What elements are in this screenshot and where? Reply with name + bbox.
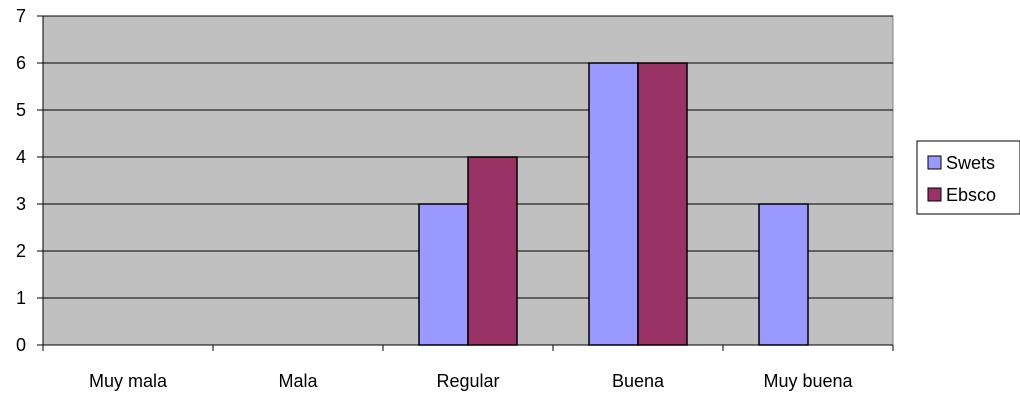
x-tick-label: Buena <box>612 371 665 391</box>
y-tick-label: 2 <box>16 241 26 261</box>
bar-swets-2 <box>418 203 469 346</box>
axes <box>42 16 893 346</box>
y-tick-label: 4 <box>16 147 26 167</box>
y-tick-label: 5 <box>16 100 26 120</box>
x-tick-label: Regular <box>436 371 499 391</box>
legend-box <box>916 140 1020 215</box>
legend-label-swets: Swets <box>946 153 995 173</box>
x-tick-label: Mala <box>278 371 318 391</box>
y-tick-label: 1 <box>16 288 26 308</box>
y-axis-ticks: 0 1 2 3 4 5 6 7 <box>16 6 43 355</box>
legend-swatch-swets <box>927 155 942 170</box>
legend: Swets Ebsco <box>916 140 1020 215</box>
y-tick-label: 3 <box>16 194 26 214</box>
legend-swatch-ebsco <box>927 187 942 202</box>
gridlines <box>43 15 893 299</box>
y-tick-label: 6 <box>16 53 26 73</box>
bar-ebsco-3 <box>637 62 688 346</box>
bars <box>418 62 809 346</box>
y-tick-label: 0 <box>16 335 26 355</box>
bar-swets-4 <box>758 203 809 346</box>
bar-swets-3 <box>588 62 639 346</box>
bar-ebsco-2 <box>467 156 518 346</box>
x-tick-label: Muy buena <box>763 371 853 391</box>
y-tick-label: 7 <box>16 6 26 26</box>
x-axis-ticks: Muy mala Mala Regular Buena Muy buena <box>42 345 894 391</box>
legend-label-ebsco: Ebsco <box>946 185 996 205</box>
x-tick-label: Muy mala <box>89 371 168 391</box>
